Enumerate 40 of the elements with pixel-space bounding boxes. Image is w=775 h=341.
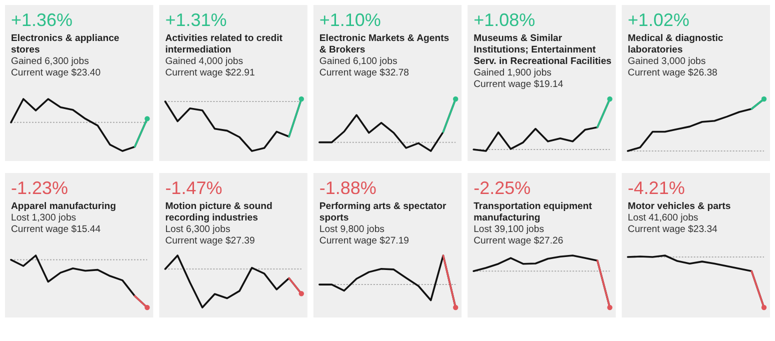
chart-subtitle: Electronics & appliance stores: [11, 33, 120, 56]
text: Current wage $27.39: [165, 236, 255, 246]
chart-title: -1.23%: [11, 178, 68, 198]
chart-subtitle: Activities related to credit intermediation: [165, 33, 284, 56]
chart-subtitle: Motion picture & sound recording industries: [165, 201, 272, 224]
chart-title: -1.88%: [319, 178, 376, 198]
text: Current wage $19.14: [474, 79, 564, 90]
chart-title: -1.47%: [165, 178, 222, 198]
chart-subtitle: Medical & diagnostic laboratories: [628, 33, 724, 56]
chart-subtitle: Apparel manufacturing: [11, 201, 116, 212]
text: Current wage $23.34: [628, 224, 718, 235]
text: Lost 6,300 jobs: [165, 224, 230, 235]
text: Current wage $26.38: [628, 68, 718, 78]
text: Current wage $32.78: [319, 68, 410, 78]
chart-title: -4.21%: [628, 178, 685, 198]
text: Current wage $15.44: [11, 224, 102, 235]
chart-title: +1.08%: [474, 10, 536, 30]
chart-title: +1.31%: [165, 10, 227, 30]
text: Current wage $22.91: [165, 68, 255, 78]
chart-subtitle: Museums & Similar Institutions; Entertainment Serv. in Recreational Facilities: [474, 33, 612, 67]
chart-subtitle: Transportation equipment manufacturing: [474, 201, 593, 224]
chart-title: +1.36%: [11, 10, 73, 30]
text: Lost 41,600 jobs: [628, 212, 698, 224]
chart-subtitle: Motor vehicles & parts: [628, 201, 731, 212]
chart-title: +1.10%: [319, 10, 381, 30]
text: Current wage $27.26: [474, 236, 564, 246]
chart-subtitle: Performing arts & spectator sports: [319, 201, 447, 224]
text: Gained 6,300 jobs: [11, 56, 90, 67]
text: Gained 6,100 jobs: [319, 56, 398, 67]
chart-subtitle: Electronic Markets & Agents & Brokers: [319, 33, 450, 56]
text: Lost 39,100 jobs: [474, 224, 544, 235]
chart-title: -2.25%: [474, 178, 531, 198]
text: Gained 3,000 jobs: [628, 56, 706, 67]
text: Lost 1,300 jobs: [11, 212, 76, 224]
text: Current wage $23.40: [11, 68, 101, 78]
chart-title: +1.02%: [628, 10, 690, 30]
text: Gained 1,900 jobs: [474, 68, 552, 78]
text: Lost 9,800 jobs: [319, 224, 385, 235]
text: Current wage $27.19: [319, 236, 410, 246]
text: Gained 4,000 jobs: [165, 56, 244, 67]
